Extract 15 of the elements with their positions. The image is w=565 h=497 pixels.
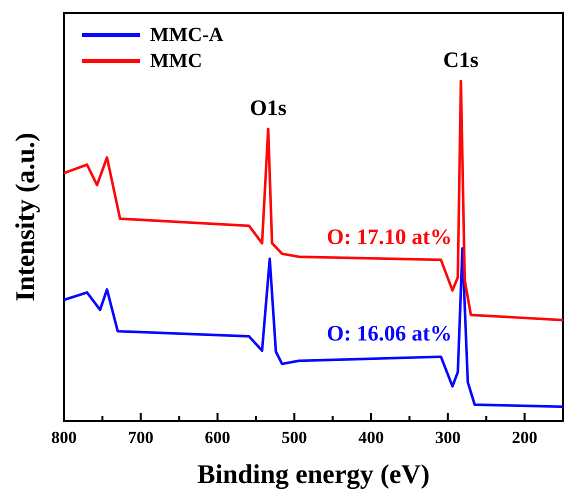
legend-label: MMC [150, 50, 202, 72]
annotation: C1s [443, 47, 480, 72]
x-tick-label: 300 [435, 428, 461, 447]
x-tick-label: 200 [512, 428, 538, 447]
annotation: O: 16.06 at% [326, 320, 452, 346]
x-tick-label: 600 [204, 428, 230, 447]
y-axis-title: Intensity (a.u.) [10, 132, 40, 302]
annotation: O1s [250, 94, 287, 120]
x-tick-label: 700 [128, 428, 154, 447]
x-tick-label: 400 [358, 428, 384, 447]
annotation: O: 17.10 at% [326, 224, 452, 249]
x-tick-label: 500 [282, 428, 308, 447]
x-tick-label: 800 [51, 428, 77, 447]
x-axis-title: Binding energy (eV) [197, 459, 430, 489]
legend-label: MMC-A [150, 24, 224, 46]
